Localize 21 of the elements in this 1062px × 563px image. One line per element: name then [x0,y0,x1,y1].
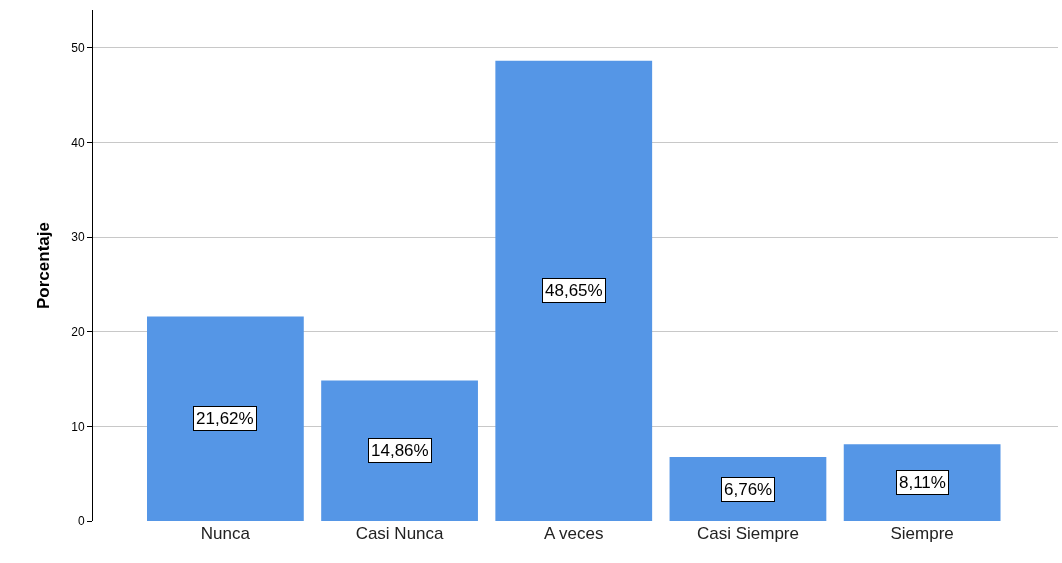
bar [147,316,304,521]
y-tick-label: 20 [71,324,85,339]
y-tick-label: 40 [71,135,85,150]
y-tick-label: 10 [71,419,85,434]
bar [321,380,478,521]
data-label: 48,65% [545,281,603,300]
y-tick-label: 30 [71,230,85,245]
data-label: 14,86% [371,441,429,460]
x-tick-label: Casi Siempre [696,524,799,543]
y-tick-label: 50 [71,41,85,56]
bar [495,60,653,521]
bar [843,444,1001,521]
x-tick-label: Siempre [890,524,954,543]
y-axis-title: Porcentaje [34,222,53,309]
x-tick-label: Casi Nunca [355,524,445,543]
data-label: 21,62% [196,409,254,428]
x-tick-label: A veces [543,524,604,543]
x-tick-label: Nunca [200,524,251,543]
data-label: 8,11% [899,473,946,492]
y-tick-label: 0 [77,514,85,529]
data-label: 6,76% [724,480,773,499]
